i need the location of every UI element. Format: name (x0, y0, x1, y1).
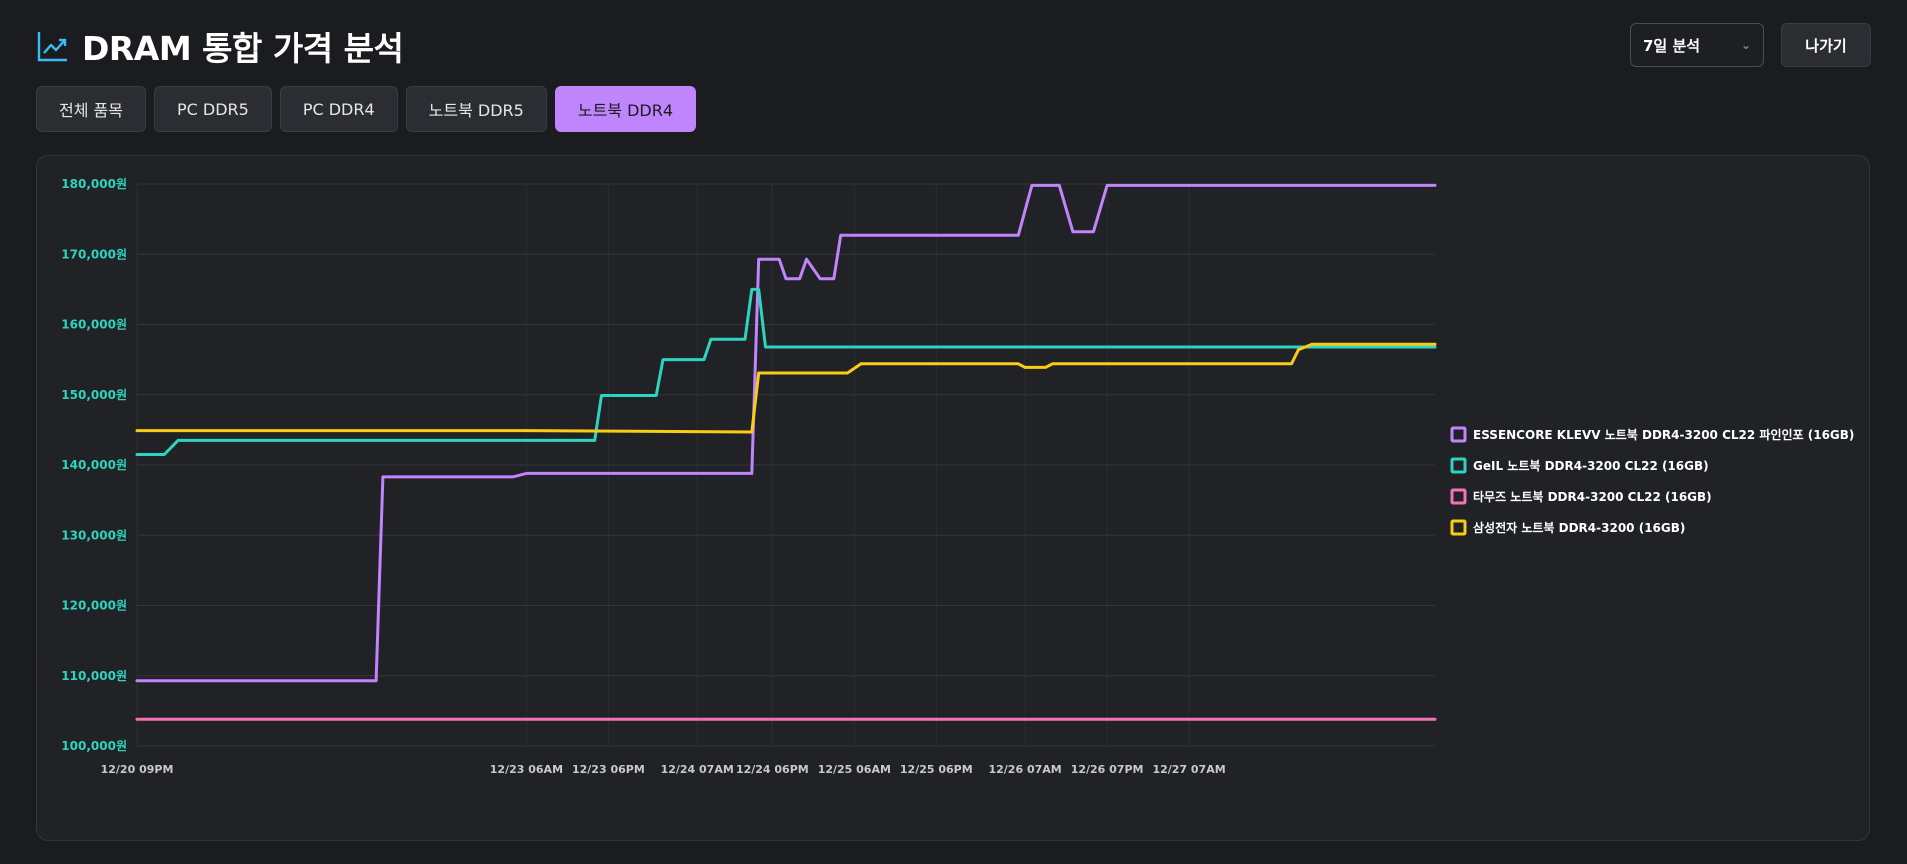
legend-label: ESSENCORE KLEVV 노트북 DDR4-3200 CL22 파인인포 … (1473, 427, 1854, 442)
legend-item[interactable]: GeIL 노트북 DDR4-3200 CL22 (16GB) (1450, 457, 1709, 474)
period-select-value: 7일 분석 (1643, 36, 1701, 55)
y-tick-label: 160,000원 (61, 318, 127, 332)
x-tick-label: 12/26 07PM (1071, 763, 1144, 776)
y-axis: 180,000원 170,000원 160,000원 150,000원 140,000원… (61, 177, 127, 753)
legend-swatch (1450, 457, 1467, 474)
period-select[interactable]: 7일 분석 ⌄ (1630, 23, 1764, 67)
chevron-down-icon: ⌄ (1740, 38, 1751, 52)
y-tick-label: 170,000원 (61, 247, 127, 261)
y-tick-label: 110,000원 (61, 669, 127, 683)
x-tick-label: 12/27 07AM (1152, 763, 1225, 776)
x-tick-label: 12/20 09PM (101, 763, 174, 776)
series-line-1 (135, 183, 1437, 683)
legend-label: 타무즈 노트북 DDR4-3200 CL22 (16GB) (1473, 489, 1712, 504)
series-line-4 (135, 342, 1437, 434)
legend-label: 삼성전자 노트북 DDR4-3200 (16GB) (1473, 520, 1685, 535)
x-tick-label: 12/25 06PM (900, 763, 973, 776)
legend-swatch (1450, 426, 1467, 443)
tab-laptop-ddr5[interactable]: 노트북 DDR5 (405, 86, 547, 132)
x-tick-label: 12/25 06AM (818, 763, 891, 776)
chart-series (135, 183, 1437, 721)
x-tick-label: 12/26 07AM (988, 763, 1061, 776)
y-tick-label: 180,000원 (61, 177, 127, 191)
x-tick-label: 12/23 06AM (490, 763, 563, 776)
category-tabs: 전체 품목 PC DDR5 PC DDR4 노트북 DDR5 노트북 DDR4 (36, 86, 697, 132)
tab-pc-ddr5[interactable]: PC DDR5 (153, 86, 272, 132)
trending-up-icon (37, 32, 67, 62)
page-title: DRAM 통합 가격 분석 (82, 29, 404, 68)
legend-swatch (1450, 488, 1467, 505)
page-header: DRAM 통합 가격 분석 (36, 22, 404, 70)
legend-item[interactable]: 삼성전자 노트북 DDR4-3200 (16GB) (1450, 519, 1685, 536)
x-tick-label: 12/24 06PM (736, 763, 809, 776)
tab-all[interactable]: 전체 품목 (36, 86, 146, 132)
legend-swatch (1450, 519, 1467, 536)
y-tick-label: 140,000원 (61, 458, 127, 472)
y-tick-label: 150,000원 (61, 388, 127, 402)
chart-card (36, 155, 1870, 841)
exit-button[interactable]: 나가기 (1781, 23, 1871, 67)
tab-pc-ddr4[interactable]: PC DDR4 (279, 86, 398, 132)
chart-grid (136, 183, 1435, 747)
legend-item[interactable]: 타무즈 노트북 DDR4-3200 CL22 (16GB) (1450, 488, 1712, 505)
y-tick-label: 120,000원 (61, 599, 127, 613)
header-controls: 7일 분석 ⌄ 나가기 (1630, 23, 1871, 67)
x-tick-label: 12/24 07AM (661, 763, 734, 776)
chart-legend: ESSENCORE KLEVV 노트북 DDR4-3200 CL22 파인인포 … (1450, 426, 1854, 536)
legend-item[interactable]: ESSENCORE KLEVV 노트북 DDR4-3200 CL22 파인인포 … (1450, 426, 1854, 443)
y-tick-label: 130,000원 (61, 528, 127, 542)
legend-label: GeIL 노트북 DDR4-3200 CL22 (16GB) (1473, 459, 1709, 473)
series-line-2 (135, 287, 1437, 456)
x-axis: 12/20 09PM 12/23 06AM 12/23 06PM 12/24 07AM… (101, 763, 1226, 776)
tab-laptop-ddr4[interactable]: 노트북 DDR4 (554, 86, 697, 132)
x-tick-label: 12/23 06PM (572, 763, 645, 776)
y-tick-label: 100,000원 (61, 739, 127, 753)
